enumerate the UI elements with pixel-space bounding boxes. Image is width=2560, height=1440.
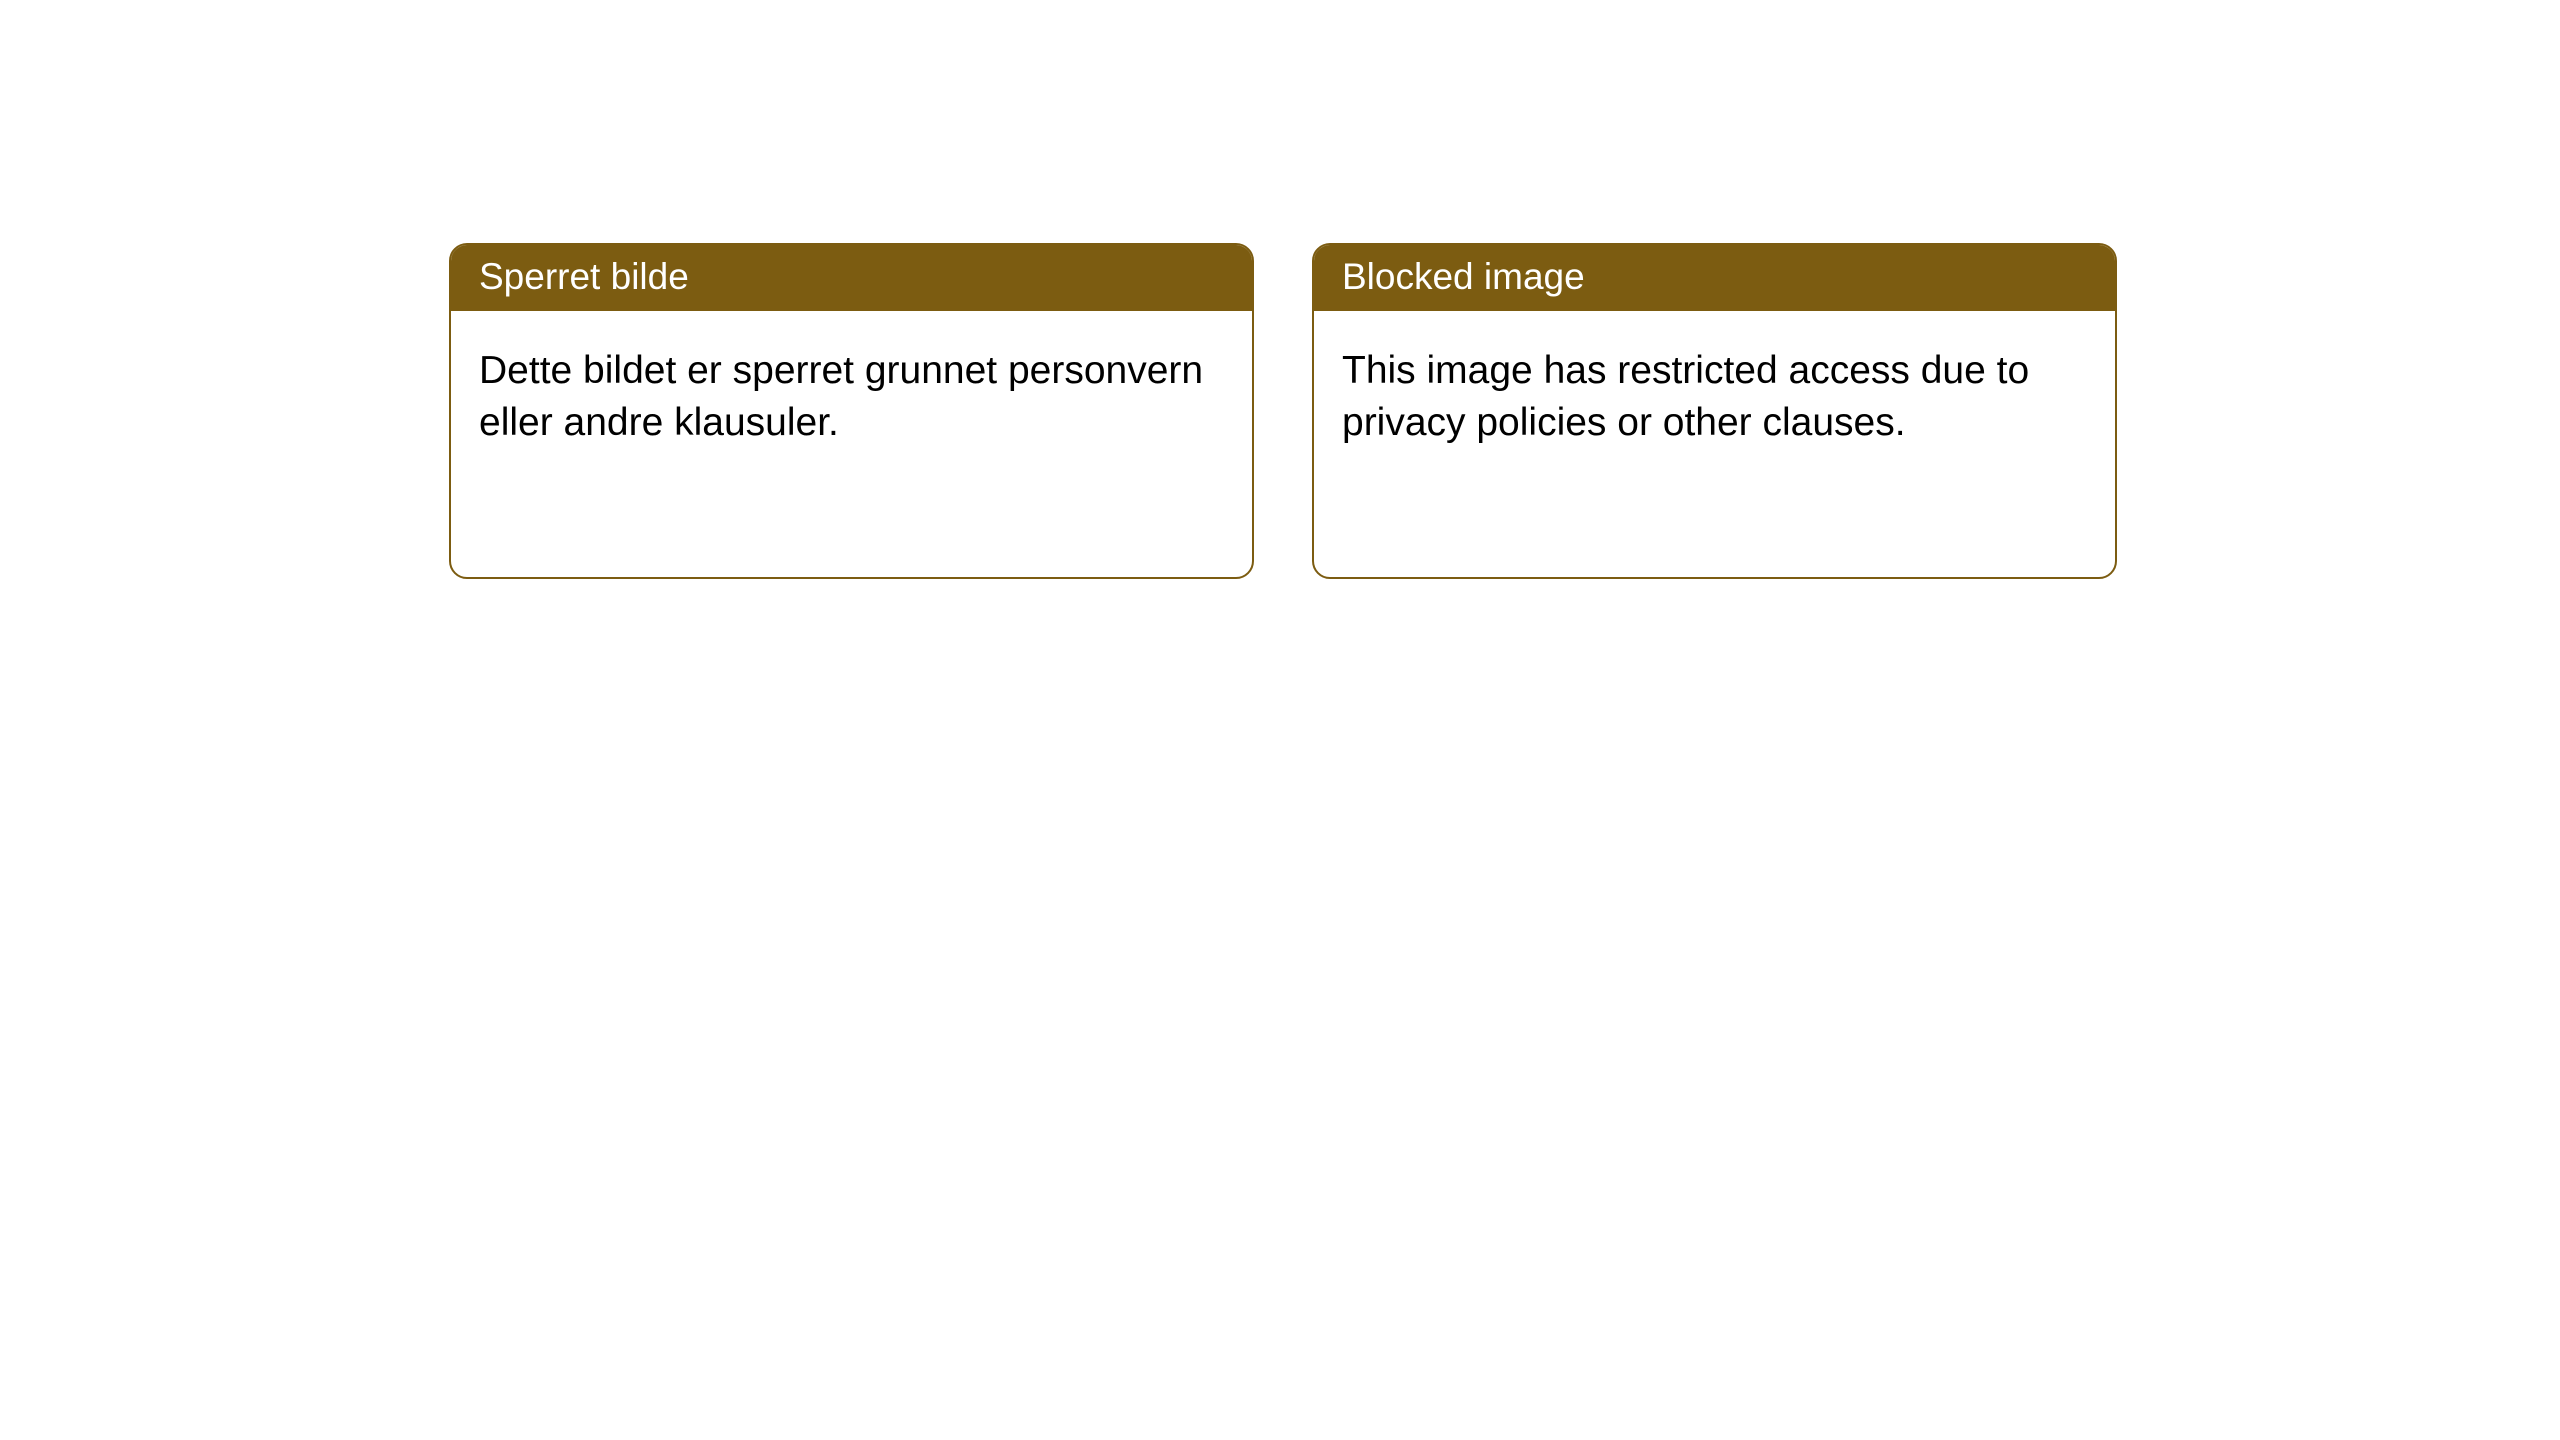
notice-card-norwegian: Sperret bilde Dette bildet er sperret gr… <box>449 243 1254 579</box>
notice-header-english: Blocked image <box>1314 245 2115 311</box>
notice-body-norwegian: Dette bildet er sperret grunnet personve… <box>451 311 1252 484</box>
notice-container: Sperret bilde Dette bildet er sperret gr… <box>0 0 2560 579</box>
notice-body-english: This image has restricted access due to … <box>1314 311 2115 484</box>
notice-card-english: Blocked image This image has restricted … <box>1312 243 2117 579</box>
notice-header-norwegian: Sperret bilde <box>451 245 1252 311</box>
